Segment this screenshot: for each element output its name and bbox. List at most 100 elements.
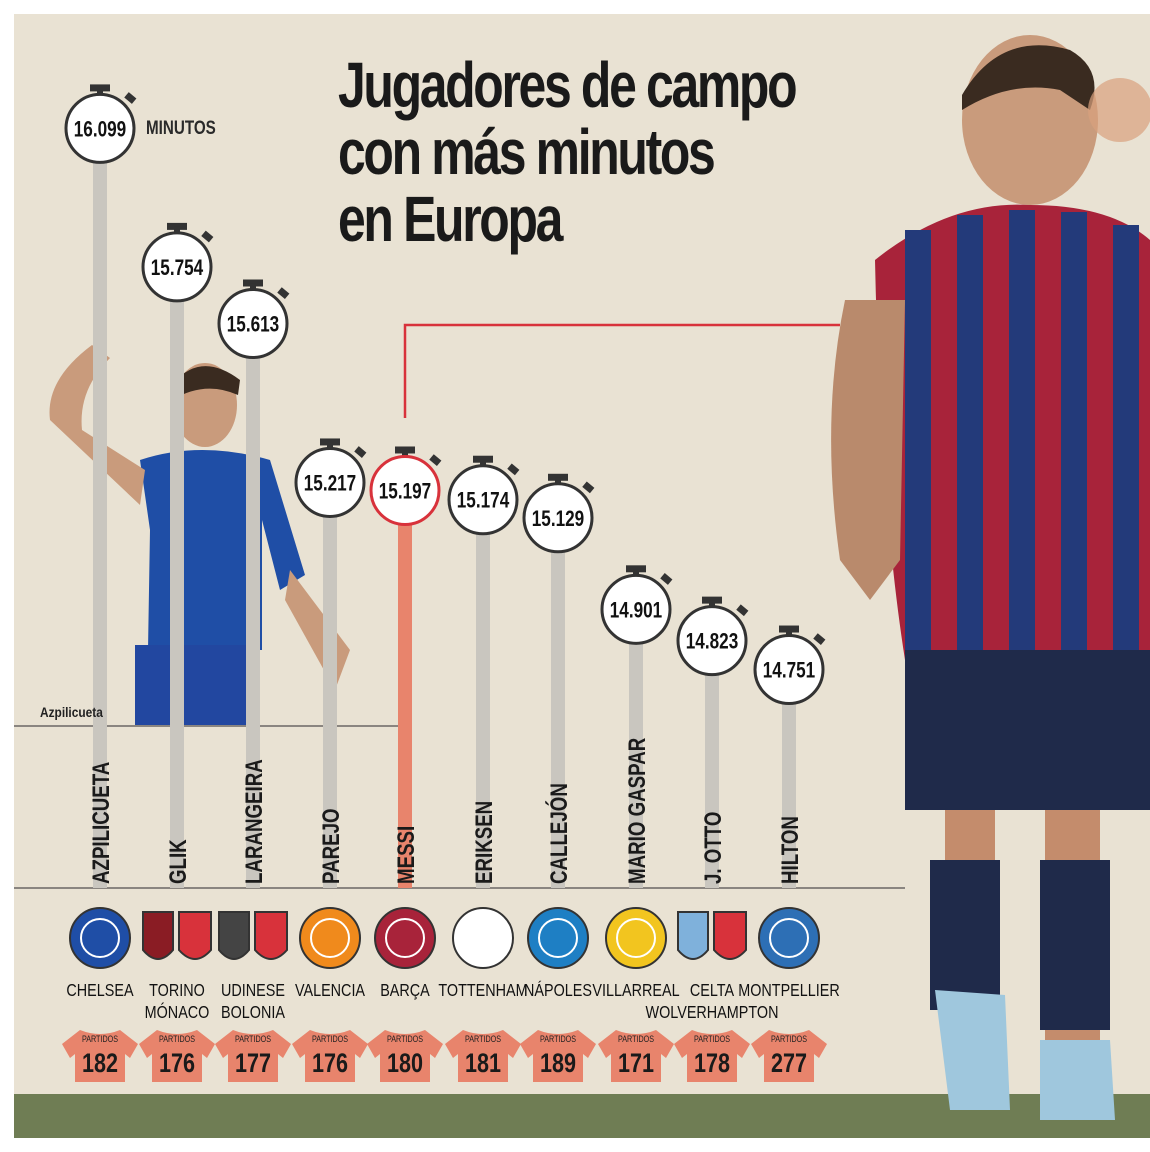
shirt-icon — [367, 1030, 443, 1082]
stopwatch-stem — [402, 450, 408, 459]
stopwatch-stem — [250, 283, 256, 292]
stopwatch-face — [522, 482, 594, 554]
club-name: WOLVERHAMPTON — [646, 1003, 779, 1023]
club-crest-icon — [142, 911, 212, 960]
crest-inner — [463, 918, 503, 958]
stopwatch-stem — [97, 88, 103, 97]
units-label: MINUTOS — [146, 118, 216, 139]
partidos-label: PARTIDOS — [540, 1034, 577, 1044]
partidos-value: 181 — [465, 1049, 501, 1079]
shirt-icon — [598, 1030, 674, 1082]
player-name: LARANGEIRA — [241, 759, 268, 884]
club-name: BARÇA — [380, 981, 430, 1001]
club-name: CHELSEA — [66, 981, 133, 1001]
value-label: 15.217 — [304, 472, 356, 497]
partidos-value: 277 — [771, 1049, 807, 1079]
player-photo-messi — [831, 35, 1150, 1120]
partidos-label: PARTIDOS — [235, 1034, 272, 1044]
bar-2 — [246, 323, 260, 888]
club-name: MONTPELLIER — [738, 981, 840, 1001]
stopwatch-button — [354, 446, 367, 458]
partidos-shirt: PARTIDOS 178 — [674, 1030, 750, 1082]
stopwatch-crown — [473, 455, 493, 463]
crest-inner — [616, 918, 656, 958]
club-name: TOTTENHAM — [438, 981, 527, 1001]
shirt-icon — [751, 1030, 827, 1082]
club-name: UDINESE — [221, 981, 285, 1001]
partidos-label: PARTIDOS — [465, 1034, 502, 1044]
stopwatch-layer: 16.099 15.754 15.613 15.217 15.197 15.174 15.1… — [64, 84, 826, 706]
player-name: PAREJO — [318, 808, 345, 884]
club-crest-icon — [452, 907, 514, 969]
bar-6 — [551, 517, 565, 888]
shirt-icon — [215, 1030, 291, 1082]
crest-shape — [452, 907, 514, 969]
bar-9 — [782, 669, 796, 888]
stopwatch-crown — [90, 84, 110, 92]
stopwatch-stem — [327, 442, 333, 451]
stopwatch-face — [217, 287, 289, 359]
stopwatch-face — [64, 92, 136, 164]
partidos-shirt: PARTIDOS 189 — [520, 1030, 596, 1082]
stopwatch-crown — [626, 565, 646, 573]
club-name: CELTA — [690, 981, 734, 1001]
stopwatch-button — [429, 454, 442, 467]
stopwatch-button — [507, 463, 520, 476]
stopwatch-crown — [702, 596, 722, 604]
partidos-label: PARTIDOS — [387, 1034, 424, 1044]
crest-inner — [769, 918, 809, 958]
player-name: GLIK — [165, 839, 192, 884]
crest-inner — [80, 918, 120, 958]
player-name: MARIO GASPAR — [624, 737, 651, 884]
partidos-label: PARTIDOS — [618, 1034, 655, 1044]
partidos-shirt: PARTIDOS 177 — [215, 1030, 291, 1082]
partidos-shirt: PARTIDOS 180 — [367, 1030, 443, 1082]
value-label: 14.901 — [610, 598, 662, 623]
stopwatch-icon: 14.901 — [600, 565, 673, 645]
crest-shape — [299, 907, 361, 969]
club-crest-icon — [218, 911, 288, 960]
stopwatch-face — [141, 231, 213, 303]
crest-shape — [758, 907, 820, 969]
shirt-icon — [62, 1030, 138, 1082]
crest-shape — [374, 907, 436, 969]
stopwatch-icon: 14.751 — [753, 625, 826, 706]
stopwatch-icon: 15.217 — [294, 438, 367, 518]
partidos-shirts-layer: PARTIDOS182PARTIDOS176PARTIDOS177PARTIDO… — [62, 1030, 827, 1082]
club-crest-icon — [299, 907, 361, 969]
partidos-shirt: PARTIDOS 176 — [139, 1030, 215, 1082]
stopwatch-crown — [243, 279, 263, 287]
bar-8 — [705, 640, 719, 888]
partidos-shirt: PARTIDOS 182 — [62, 1030, 138, 1082]
crest-shape — [218, 911, 250, 960]
title-line-3: en Europa — [338, 183, 563, 255]
player-name: MESSI — [393, 826, 420, 884]
bars-layer — [93, 128, 796, 888]
stopwatch-stem — [480, 459, 486, 468]
stopwatch-face — [447, 464, 519, 536]
bar-7 — [629, 609, 643, 888]
player-name: ERIKSEN — [471, 801, 498, 884]
stopwatch-stem — [174, 226, 180, 235]
partidos-label: PARTIDOS — [312, 1034, 349, 1044]
value-label: 15.174 — [457, 489, 509, 514]
crest-shape — [69, 907, 131, 969]
photo-caption: Azpilicueta — [40, 704, 103, 720]
club-name: TORINO — [149, 981, 205, 1001]
value-label: 15.754 — [151, 256, 203, 281]
partidos-shirt: PARTIDOS 171 — [598, 1030, 674, 1082]
stopwatch-icon: 15.129 — [522, 473, 595, 554]
crest-inner — [310, 918, 350, 958]
bar-4 — [398, 490, 412, 888]
club-crest-icon — [758, 907, 820, 969]
club-crest-icon — [69, 907, 131, 969]
stopwatch-icon: 16.099 — [64, 84, 137, 164]
partidos-label: PARTIDOS — [82, 1034, 119, 1044]
club-crest-icon — [374, 907, 436, 969]
stopwatch-stem — [555, 477, 561, 486]
stopwatch-stem — [709, 600, 715, 609]
club-crests-layer — [69, 907, 820, 969]
partidos-value: 176 — [312, 1049, 348, 1079]
stopwatch-face — [369, 454, 441, 526]
stopwatch-face — [294, 446, 366, 518]
